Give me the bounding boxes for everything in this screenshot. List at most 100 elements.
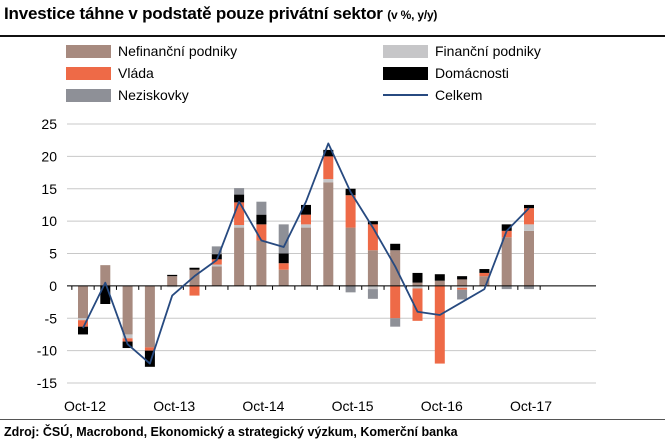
bar-segment	[457, 279, 468, 286]
bar-segment	[412, 272, 423, 283]
bar-segment	[256, 201, 267, 215]
bar-segment	[323, 182, 334, 286]
bar-segment	[144, 347, 155, 351]
bar-segment	[390, 285, 401, 319]
bar-segment	[524, 204, 534, 209]
bar-segment	[345, 285, 356, 293]
y-tick-label: 10	[41, 213, 57, 229]
legend-swatch	[383, 45, 428, 58]
bar-segment	[367, 285, 378, 290]
bar-segment	[524, 224, 534, 231]
bar-segment	[189, 267, 200, 270]
bar-segment	[144, 350, 155, 367]
bar-segment	[167, 274, 178, 277]
bar-segment	[122, 334, 133, 339]
bar-segment	[367, 289, 378, 299]
y-tick-label: -10	[37, 343, 57, 359]
bar-segment	[189, 285, 200, 296]
bar-segment	[434, 280, 445, 286]
legend-swatch	[66, 67, 111, 80]
legend-label: Vláda	[118, 65, 154, 81]
bar-segment	[211, 264, 222, 267]
zero-axis	[67, 285, 596, 290]
x-tick-label: Oct-12	[64, 398, 106, 414]
y-tick-label: 15	[41, 181, 57, 197]
bar-segment	[501, 230, 512, 238]
bar-segment	[78, 285, 88, 319]
bar-segment	[367, 250, 378, 286]
bar-segment	[100, 285, 111, 305]
bar-segment	[323, 156, 334, 180]
y-tick-label: 25	[41, 116, 57, 132]
bar-segment	[122, 285, 133, 335]
y-tick-label: 5	[49, 246, 57, 262]
x-tick-label: Oct-14	[242, 398, 284, 414]
legend-swatch	[66, 45, 111, 58]
bar-segment	[412, 288, 423, 321]
bar-segment	[234, 227, 245, 286]
bar-segment	[457, 287, 468, 290]
y-axis-tick-labels: 25 20 15 10 5 0 -5 -10 -15	[37, 116, 57, 391]
bar-segment	[457, 285, 468, 288]
legend-label: Finanční podniky	[435, 43, 541, 59]
bar-segment	[479, 269, 490, 273]
legend-swatch	[383, 67, 428, 80]
bar-segment	[390, 318, 401, 327]
bar-segment	[367, 224, 378, 251]
bar-segment	[345, 195, 356, 228]
bar-segment	[100, 265, 111, 286]
y-tick-label: 20	[41, 148, 57, 164]
bar-segment	[211, 254, 222, 260]
x-tick-label: Oct-17	[510, 398, 552, 414]
series-line-celkem	[82, 142, 530, 365]
bar-segment	[211, 266, 222, 286]
bar-segment	[367, 221, 378, 225]
bar-segment	[256, 224, 267, 241]
bar-segment	[501, 237, 512, 286]
stacked-bars	[78, 149, 534, 367]
bar-segment	[301, 224, 311, 228]
bar-segment	[144, 285, 155, 348]
bar-segment	[323, 149, 334, 157]
bar-segment	[167, 276, 178, 286]
bar-segment	[434, 274, 445, 281]
bar-segment	[501, 224, 512, 231]
bar-segment	[278, 263, 289, 270]
title-units: (v %, y/y)	[387, 8, 438, 22]
x-tick-label: Oct-15	[332, 398, 374, 414]
source-note: Zdroj: ČSÚ, Macrobond, Ekonomický a stra…	[4, 425, 458, 439]
bar-segment	[256, 214, 267, 225]
bar-segment	[390, 243, 401, 251]
bar-segment	[412, 285, 423, 289]
bar-segment	[501, 285, 512, 290]
bar-segment	[479, 276, 490, 286]
bar-segment	[234, 188, 245, 195]
title-rule	[0, 35, 665, 37]
y-tick-label: 0	[49, 278, 57, 294]
bar-segment	[524, 230, 534, 286]
legend: Nefinanční podniky Finanční podniky Vláda D…	[66, 43, 541, 103]
bar-segment	[345, 227, 356, 286]
x-tick-label: Oct-13	[153, 398, 195, 414]
legend-label: Domácnosti	[435, 65, 509, 81]
legend-label: Celkem	[435, 87, 482, 103]
bar-segment	[256, 240, 267, 286]
bar-segment	[78, 326, 88, 335]
bar-segment	[457, 276, 468, 280]
bar-segment	[278, 224, 289, 254]
legend-label: Neziskovky	[118, 87, 189, 103]
bar-segment	[278, 269, 289, 286]
legend-label: Nefinanční podniky	[118, 43, 237, 59]
bar-segment	[524, 208, 534, 225]
bar-segment	[457, 289, 468, 300]
bar-segment	[479, 272, 490, 277]
x-tick-label: Oct-16	[421, 398, 463, 414]
footer-rule	[0, 419, 665, 420]
bar-segment	[301, 204, 311, 215]
bar-segment	[278, 253, 289, 264]
bar-segment	[323, 179, 334, 183]
total-line	[82, 142, 530, 365]
bar-segment	[301, 227, 311, 286]
bar-segment	[234, 225, 245, 228]
